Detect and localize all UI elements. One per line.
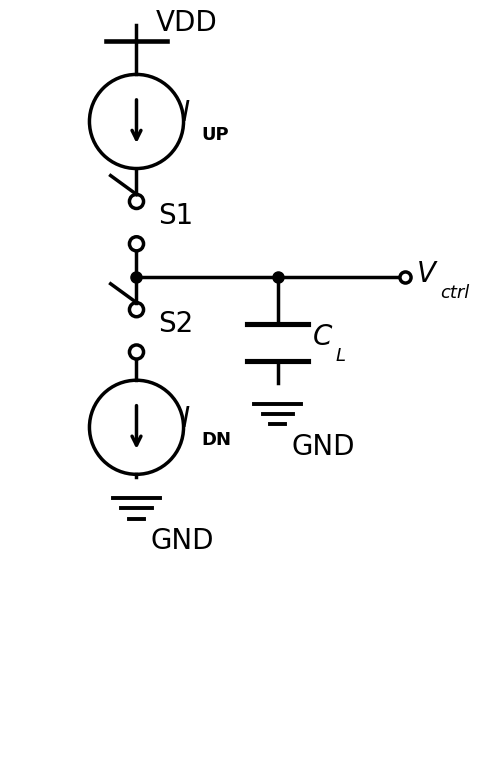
Text: I: I [181,99,189,127]
Text: UP: UP [202,126,229,144]
Text: GND: GND [292,433,355,461]
Text: ctrl: ctrl [440,284,469,302]
Text: DN: DN [202,431,231,449]
Text: C: C [313,323,332,351]
Text: VDD: VDD [156,9,217,37]
Text: L: L [335,346,345,365]
Text: I: I [181,405,189,433]
Text: V: V [417,261,435,288]
Text: S1: S1 [157,202,193,230]
Text: S2: S2 [157,310,193,338]
Text: GND: GND [151,527,214,555]
